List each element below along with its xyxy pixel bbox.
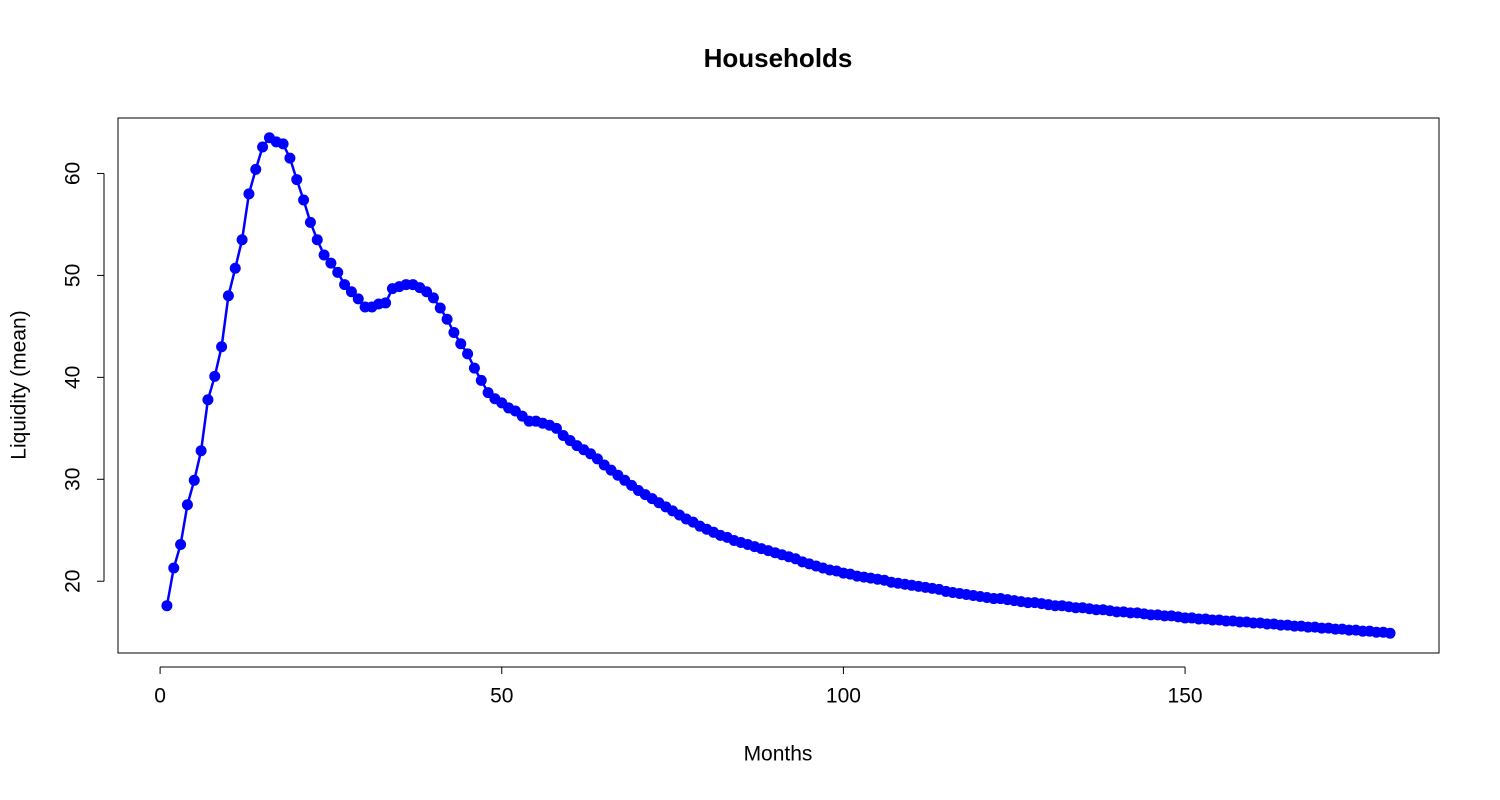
y-axis-label: Liquidity (mean) — [8, 310, 31, 459]
data-point — [345, 286, 357, 298]
data-point — [222, 290, 234, 302]
data-point — [181, 499, 193, 511]
data-point — [229, 262, 241, 274]
data-point — [455, 338, 467, 350]
x-tick-label: 150 — [1168, 685, 1203, 708]
data-point — [339, 279, 351, 291]
data-point — [1384, 627, 1396, 639]
data-point — [462, 348, 474, 360]
data-point — [318, 249, 330, 261]
data-point — [202, 394, 214, 406]
data-point — [468, 362, 480, 374]
y-tick-label: 40 — [62, 366, 85, 389]
data-point — [332, 266, 344, 278]
data-point — [236, 234, 248, 246]
data-point — [380, 297, 392, 309]
data-point — [441, 313, 453, 325]
data-point — [427, 292, 439, 304]
data-point — [277, 138, 289, 150]
plot-frame — [117, 117, 1440, 654]
y-tick-label: 20 — [62, 570, 85, 593]
chart-title: Households — [704, 43, 853, 73]
data-point — [168, 562, 180, 574]
data-point — [311, 234, 323, 246]
x-tick-label: 100 — [826, 685, 861, 708]
data-point — [250, 163, 262, 175]
x-axis-label: Months — [744, 743, 813, 766]
data-point — [188, 474, 200, 486]
data-point — [257, 141, 269, 153]
y-tick-label: 30 — [62, 468, 85, 491]
data-point — [352, 293, 364, 305]
x-tick-label: 0 — [154, 685, 166, 708]
data-point — [298, 194, 310, 206]
x-tick-label: 50 — [490, 685, 513, 708]
data-point — [325, 257, 337, 269]
data-point — [195, 445, 207, 457]
data-point — [291, 174, 303, 186]
data-point — [161, 600, 173, 612]
data-point — [304, 216, 316, 228]
data-point — [175, 539, 187, 551]
y-tick-label: 60 — [62, 162, 85, 185]
data-point — [284, 152, 296, 164]
data-point — [243, 188, 255, 200]
data-point — [216, 341, 228, 353]
data-point — [434, 302, 446, 314]
data-point — [550, 422, 562, 434]
data-point — [209, 370, 221, 382]
data-point — [475, 374, 487, 386]
y-tick-label: 50 — [62, 264, 85, 287]
data-point — [448, 326, 460, 338]
